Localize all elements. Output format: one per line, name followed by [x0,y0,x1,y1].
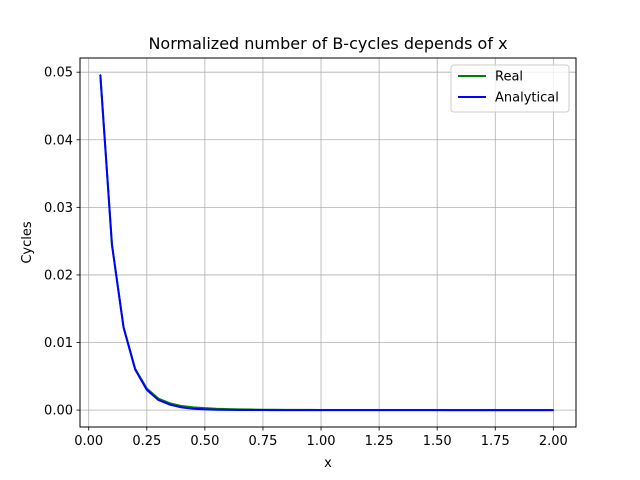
data-point-analytical [471,409,473,411]
data-point-analytical [459,409,462,411]
data-point-analytical [529,409,531,411]
data-point-analytical [204,408,206,411]
series-layer [99,74,554,412]
data-point-analytical [250,409,252,411]
data-point-analytical [134,368,136,371]
data-point-analytical [506,409,508,411]
data-point-analytical [332,409,334,411]
y-tick-label: 0.05 [44,66,73,81]
data-point-analytical [285,409,287,411]
y-tick-label: 0.04 [44,133,73,148]
x-tick-label: 1.25 [365,434,394,449]
x-axis-label: x [324,456,332,471]
chart-title: Normalized number of B-cycles depends of… [148,34,507,53]
y-tick-label: 0.03 [44,201,73,216]
data-point-analytical [320,409,322,411]
data-point-analytical [192,408,194,410]
data-point-analytical [146,389,148,391]
data-point-analytical [483,409,485,411]
data-point-analytical [343,409,345,411]
data-point-analytical [401,409,403,411]
data-point-analytical [227,409,229,411]
data-point-real [192,406,194,409]
data-point-analytical [494,409,496,411]
x-tick-label: 1.75 [481,434,510,449]
x-tick-label: 0.00 [74,434,103,449]
y-tick-label: 0.02 [44,268,73,283]
y-tick-label: 0.00 [44,404,73,419]
x-tick-label: 0.25 [132,434,161,449]
y-axis-label: Cycles [20,221,35,264]
plot-frame [79,57,577,428]
data-point-analytical [99,74,101,76]
data-point-analytical [366,409,369,411]
data-point-analytical [424,409,427,411]
data-point-analytical [181,406,183,409]
axis-ticks: 0.00 0.25 0.50 0.75 1.00 1.25 1.50 1.75 2.00 0.00… [44,66,568,449]
data-point-real [204,407,206,409]
y-tick-label: 0.01 [44,336,73,351]
legend-label-analytical: Analytical [495,91,559,106]
data-point-analytical [541,409,543,411]
data-point-analytical [239,409,241,411]
data-point-analytical [169,404,171,406]
data-point-analytical [297,409,299,411]
data-point-analytical [413,409,415,411]
data-point-analytical [552,409,554,411]
data-point-analytical [262,409,264,411]
data-point-analytical [355,409,357,411]
legend: Real Analytical [450,64,570,113]
data-point-analytical [157,399,160,401]
data-point-analytical [448,409,450,411]
data-point-analytical [308,409,311,411]
data-point-analytical [122,327,125,329]
data-point-analytical [517,409,520,411]
x-tick-label: 1.50 [423,434,452,449]
data-point-analytical [273,409,276,411]
x-tick-label: 0.75 [248,434,277,449]
data-point-analytical [436,409,438,411]
x-tick-label: 1.00 [307,434,336,449]
data-point-analytical [111,243,113,246]
data-point-analytical [215,409,218,411]
legend-label-real: Real [495,70,523,85]
x-tick-label: 0.50 [190,434,219,449]
data-point-analytical [390,409,392,411]
x-tick-label: 2.00 [539,434,568,449]
data-point-analytical [378,409,380,411]
series-line-analytical [99,74,554,412]
